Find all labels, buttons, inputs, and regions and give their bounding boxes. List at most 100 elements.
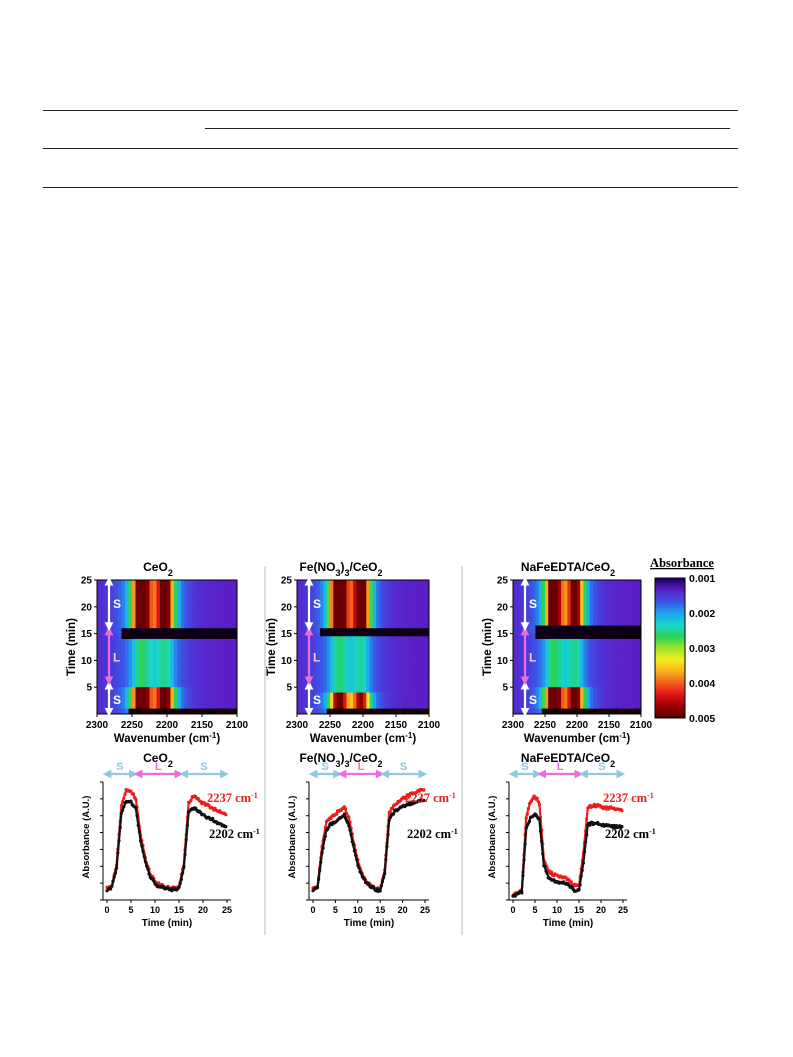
heatmap-cell — [587, 618, 591, 621]
heatmap-cell — [376, 604, 380, 607]
heatmap-cell — [396, 615, 400, 618]
heatmap-cell — [185, 585, 189, 588]
heatmap-cell — [363, 607, 367, 610]
heatmap-cell — [380, 642, 384, 645]
heatmap-cell — [223, 685, 227, 688]
heatmap-cell — [373, 690, 377, 693]
heatmap-cell — [157, 634, 161, 637]
heatmap-cell — [386, 607, 390, 610]
heatmap-cell — [399, 601, 403, 604]
heatmap-cell — [202, 609, 206, 612]
heatmap-cell — [413, 693, 417, 696]
heatmap-cell — [160, 583, 164, 586]
heatmap-cell — [625, 604, 629, 607]
heatmap-cell — [340, 642, 344, 645]
heatmap-cell — [220, 631, 224, 634]
heatmap-cell — [157, 682, 161, 685]
heatmap-cell — [317, 615, 321, 618]
heatmap-cell — [340, 612, 344, 615]
heatmap-cell — [181, 644, 185, 647]
heatmap-cell — [150, 679, 154, 682]
heatmap-cell — [300, 701, 304, 704]
heatmap-cell — [181, 620, 185, 623]
heatmap-cell — [366, 709, 370, 712]
heatmap-cell — [583, 599, 587, 602]
heatmap-cell — [513, 601, 517, 604]
heatmap-cell — [380, 604, 384, 607]
heatmap-cell — [619, 623, 623, 626]
heatmap-cell — [220, 601, 224, 604]
heatmap-cell — [202, 685, 206, 688]
heatmap-cell — [360, 668, 364, 671]
heatmap-cell — [330, 687, 334, 690]
heatmap-cell — [216, 609, 220, 612]
heatmap-cell — [330, 615, 334, 618]
heatmap-cell — [174, 612, 178, 615]
heatmap-cell — [396, 604, 400, 607]
heatmap-cell — [337, 609, 341, 612]
heatmap-cell — [206, 660, 210, 663]
heatmap-cell — [174, 695, 178, 698]
heatmap-cell — [178, 634, 182, 637]
heatmap-cell — [150, 663, 154, 666]
x-tick-label: 2200 — [352, 720, 375, 731]
heatmap-cell — [406, 693, 410, 696]
heatmap-cell — [580, 591, 584, 594]
heatmap-cell — [609, 601, 613, 604]
heatmap-cell — [539, 618, 543, 621]
heatmap-cell — [587, 634, 591, 637]
heatmap-cell — [393, 658, 397, 661]
heatmap-cell — [188, 604, 192, 607]
heatmap-cell — [356, 593, 360, 596]
heatmap-cell — [300, 693, 304, 696]
heatmap-cell — [360, 591, 364, 594]
heatmap-cell — [150, 609, 154, 612]
heatmap-cell — [111, 612, 115, 615]
heatmap-cell — [422, 668, 426, 671]
heatmap-cell — [356, 644, 360, 647]
heatmap-cell — [125, 599, 129, 602]
heatmap-cell — [97, 647, 101, 650]
heatmap-cell — [192, 655, 196, 658]
heatmap-cell — [631, 618, 635, 621]
heatmap-cell — [386, 631, 390, 634]
heatmap-cell — [143, 644, 147, 647]
heatmap-cell — [409, 690, 413, 693]
heatmap-cell — [590, 612, 594, 615]
heatmap-cell — [347, 620, 351, 623]
heatmap-cell — [383, 636, 387, 639]
heatmap-cell — [327, 693, 331, 696]
heatmap-cell — [320, 679, 324, 682]
heatmap-cell — [330, 682, 334, 685]
heatmap-cell — [416, 668, 420, 671]
heatmap-cell — [551, 604, 555, 607]
heatmap-cell — [136, 703, 140, 706]
heatmap-cell — [548, 634, 552, 637]
heatmap-cell — [389, 644, 393, 647]
heatmap-cell — [622, 609, 626, 612]
heatmap-cell — [136, 623, 140, 626]
heatmap-cell — [631, 593, 635, 596]
heatmap-cell — [409, 679, 413, 682]
heatmap-cell — [628, 596, 632, 599]
heatmap-cell — [370, 652, 374, 655]
heatmap-cell — [635, 634, 639, 637]
heatmap-cell — [583, 607, 587, 610]
heatmap-cell — [118, 620, 122, 623]
heatmap-cell — [416, 709, 420, 712]
heatmap-cell — [619, 583, 623, 586]
heatmap-cell — [347, 647, 351, 650]
heatmap-cell — [111, 709, 115, 712]
heatmap-cell — [160, 709, 164, 712]
heatmap-cell — [347, 609, 351, 612]
heatmap-cell — [561, 596, 565, 599]
heatmap-cell — [97, 687, 101, 690]
heatmap-cell — [101, 655, 105, 658]
heatmap-cell — [360, 593, 364, 596]
heatmap-cell — [202, 604, 206, 607]
heatmap-cell — [178, 583, 182, 586]
heatmap-cell — [209, 687, 213, 690]
heatmap-cell — [347, 599, 351, 602]
heatmap-cell — [353, 663, 357, 666]
heatmap-cell — [363, 636, 367, 639]
